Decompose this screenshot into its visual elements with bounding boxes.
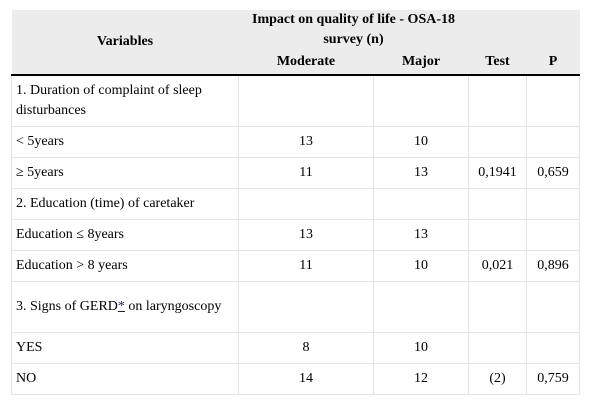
cell-major	[373, 281, 469, 333]
cell-p	[526, 281, 580, 333]
cell-p: 0,659	[526, 157, 580, 189]
cell-test	[468, 126, 527, 158]
row-label-text: 3. Signs of GERD	[16, 299, 118, 314]
table-row: 2. Education (time) of caretaker	[11, 188, 580, 220]
header-major: Major	[373, 50, 469, 76]
row-label: YES	[11, 332, 239, 364]
cell-moderate: 8	[238, 332, 374, 364]
cell-p: 0,896	[526, 250, 580, 282]
cell-major: 10	[373, 126, 469, 158]
cell-major	[373, 74, 469, 127]
row-label: Education ≤ 8years	[11, 219, 239, 251]
header-variables: Variables	[11, 10, 239, 76]
cell-moderate	[238, 74, 374, 127]
cell-p	[526, 188, 580, 220]
table-row: Education > 8 years 11 10 0,021 0,896	[11, 250, 580, 282]
cell-moderate: 11	[238, 157, 374, 189]
row-label: ≥ 5years	[11, 157, 239, 189]
cell-test	[468, 219, 527, 251]
cell-major: 12	[373, 363, 469, 395]
table-body: 1. Duration of complaint of sleep distur…	[11, 74, 580, 395]
row-label: 1. Duration of complaint of sleep distur…	[11, 74, 239, 127]
cell-test	[468, 281, 527, 333]
cell-test	[468, 332, 527, 364]
table-header: Variables Impact on quality of life - OS…	[11, 10, 580, 76]
row-label: Education > 8 years	[11, 250, 239, 282]
row-label: < 5years	[11, 126, 239, 158]
cell-major	[373, 188, 469, 220]
cell-test: 0,1941	[468, 157, 527, 189]
header-p: P	[526, 50, 580, 76]
cell-test	[468, 188, 527, 220]
cell-p	[526, 219, 580, 251]
header-group: Impact on quality of life - OSA-18 surve…	[238, 10, 469, 50]
cell-major: 10	[373, 332, 469, 364]
header-test: Test	[468, 50, 527, 76]
cell-major: 13	[373, 157, 469, 189]
cell-major: 13	[373, 219, 469, 251]
cell-p: 0,759	[526, 363, 580, 395]
results-table: Variables Impact on quality of life - OS…	[11, 10, 580, 395]
cell-test: (2)	[468, 363, 527, 395]
table-row: YES 8 10	[11, 332, 580, 364]
header-empty-p	[526, 10, 580, 50]
header-empty-test	[468, 10, 527, 50]
cell-test: 0,021	[468, 250, 527, 282]
table-row: ≥ 5years 11 13 0,1941 0,659	[11, 157, 580, 189]
cell-moderate	[238, 188, 374, 220]
cell-moderate: 14	[238, 363, 374, 395]
cell-p	[526, 126, 580, 158]
table-row: Education ≤ 8years 13 13	[11, 219, 580, 251]
cell-moderate	[238, 281, 374, 333]
cell-test	[468, 74, 527, 127]
row-label: NO	[11, 363, 239, 395]
cell-p	[526, 74, 580, 127]
cell-major: 10	[373, 250, 469, 282]
row-label-text-tail: on laryngoscopy	[124, 299, 222, 314]
table-row: NO 14 12 (2) 0,759	[11, 363, 580, 395]
table-row: 1. Duration of complaint of sleep distur…	[11, 74, 580, 127]
cell-moderate: 13	[238, 219, 374, 251]
table-row: 3. Signs of GERD* on laryngoscopy	[11, 281, 580, 333]
row-label: 2. Education (time) of caretaker	[11, 188, 239, 220]
table-row: < 5years 13 10	[11, 126, 580, 158]
cell-moderate: 11	[238, 250, 374, 282]
row-label: 3. Signs of GERD* on laryngoscopy	[11, 281, 239, 333]
cell-moderate: 13	[238, 126, 374, 158]
gerd-footnote-link[interactable]: *	[117, 299, 125, 314]
header-moderate: Moderate	[238, 50, 374, 76]
cell-p	[526, 332, 580, 364]
